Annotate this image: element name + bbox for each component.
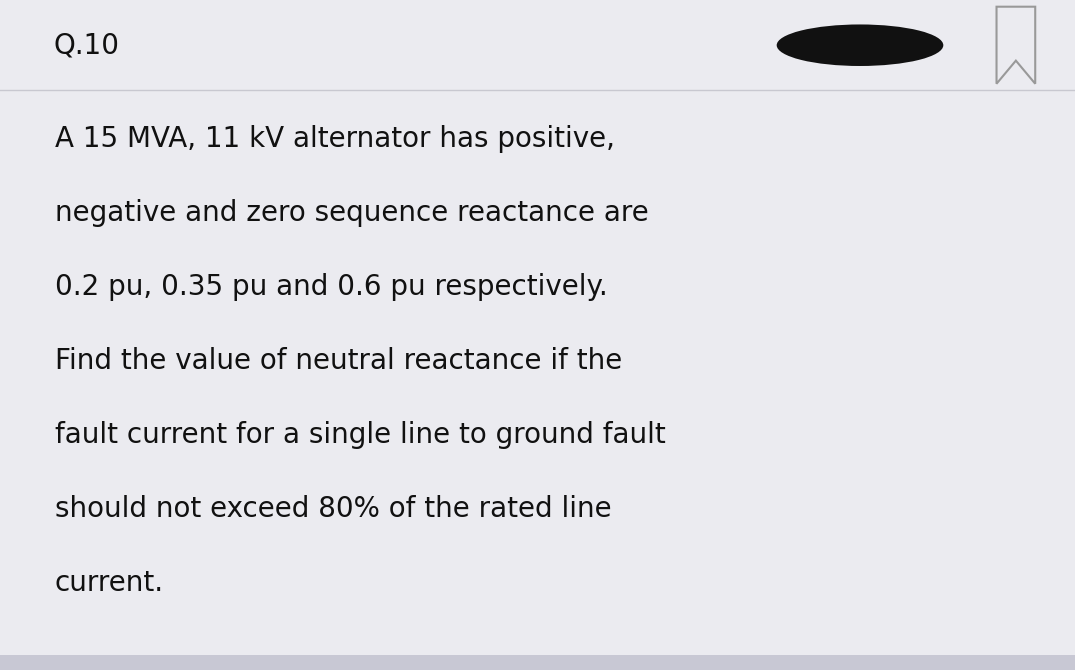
Text: current.: current. — [55, 569, 164, 597]
Ellipse shape — [776, 25, 944, 66]
Text: Q.10: Q.10 — [54, 31, 119, 59]
FancyBboxPatch shape — [0, 655, 1075, 670]
Text: A 15 MVA, 11 kV alternator has positive,: A 15 MVA, 11 kV alternator has positive, — [55, 125, 615, 153]
Text: fault current for a single line to ground fault: fault current for a single line to groun… — [55, 421, 665, 449]
Text: 0.2 pu, 0.35 pu and 0.6 pu respectively.: 0.2 pu, 0.35 pu and 0.6 pu respectively. — [55, 273, 607, 301]
FancyBboxPatch shape — [0, 0, 1075, 90]
Text: Find the value of neutral reactance if the: Find the value of neutral reactance if t… — [55, 347, 622, 375]
Text: should not exceed 80% of the rated line: should not exceed 80% of the rated line — [55, 495, 612, 523]
Text: negative and zero sequence reactance are: negative and zero sequence reactance are — [55, 199, 648, 227]
